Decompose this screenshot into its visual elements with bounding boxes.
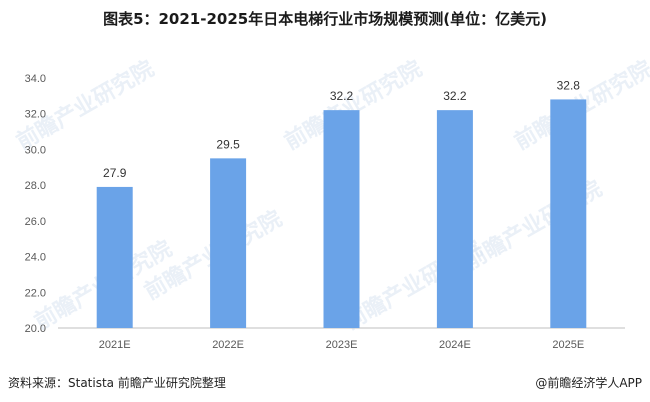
brand-credit: @前瞻经济学人APP [535,376,642,390]
chart-title: 图表5：2021-2025年日本电梯行业市场规模预测(单位：亿美元) [103,10,547,28]
x-tick-label: 2022E [212,339,244,351]
x-tick-label: 2021E [99,339,131,351]
bar-2025E [550,99,587,328]
y-tick-label: 22.0 [25,287,46,299]
bar-2022E [210,158,247,328]
bar-2024E [436,110,473,329]
y-tick-label: 20.0 [25,323,46,335]
x-tick-label: 2023E [326,339,358,351]
source-note: 资料来源：Statista 前瞻产业研究院整理 [8,376,226,390]
bar-2023E [323,110,360,329]
y-tick-label: 32.0 [25,109,46,121]
data-label-2023E: 32.2 [330,89,354,103]
watermark-text: 前瞻产业研究院 [12,56,158,156]
data-label-2024E: 32.2 [443,89,467,103]
y-tick-label: 28.0 [25,180,46,192]
data-labels: 27.9 29.5 32.2 32.2 32.8 [103,78,580,180]
x-tick-label: 2024E [439,339,471,351]
y-axis: 20.0 22.0 24.0 26.0 28.0 30.0 32.0 34.0 [25,73,46,335]
data-label-2025E: 32.8 [557,78,581,92]
x-tick-label: 2025E [552,339,584,351]
bar-2021E [96,186,133,328]
y-tick-label: 24.0 [25,252,46,264]
x-axis: 2021E 2022E 2023E 2024E 2025E [99,339,584,351]
y-tick-label: 30.0 [25,144,46,156]
y-tick-label: 26.0 [25,216,46,228]
data-label-2021E: 27.9 [103,166,127,180]
y-tick-label: 34.0 [25,73,46,85]
data-label-2022E: 29.5 [216,137,240,151]
bars [96,99,587,329]
